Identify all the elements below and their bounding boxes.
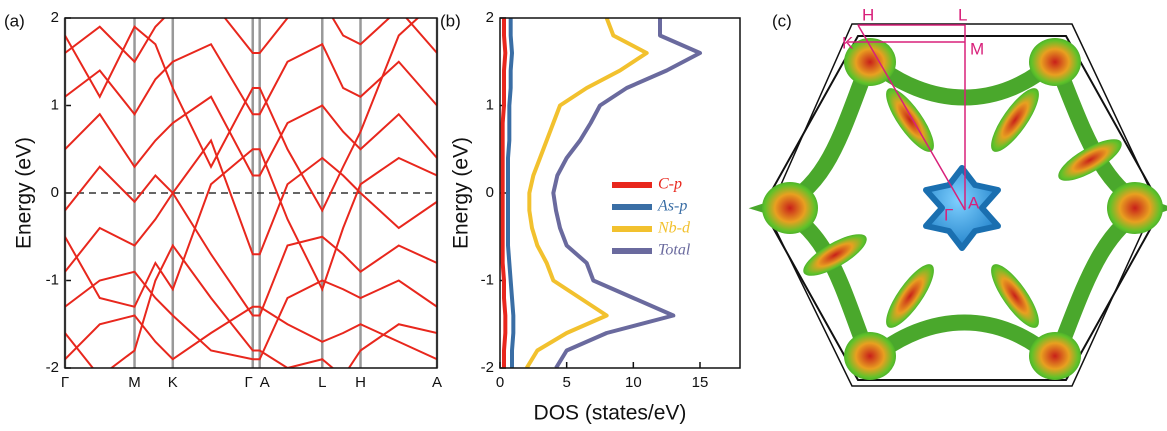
k-point-label: M xyxy=(970,39,984,58)
x-tick-label: L xyxy=(318,374,326,391)
y-tick-label: 1 xyxy=(486,96,494,113)
x-tick-label: Γ xyxy=(244,374,252,391)
y-tick-label: 2 xyxy=(486,9,494,26)
x-tick-label: A xyxy=(260,374,270,391)
band-line xyxy=(65,243,437,368)
k-point-label: Γ xyxy=(944,205,953,224)
band-line xyxy=(65,42,437,117)
plot-frame xyxy=(499,17,741,369)
k-path xyxy=(848,24,966,211)
band-line xyxy=(65,270,437,361)
y-tick-label: -2 xyxy=(481,359,494,376)
y-tick-label: -1 xyxy=(481,271,494,288)
k-point-label: A xyxy=(968,193,980,212)
band-line xyxy=(65,138,437,256)
band-line xyxy=(65,95,437,177)
fermi-surface: (c) H L K M Γ A xyxy=(748,5,1167,387)
x-axis-label: DOS (states/eV) xyxy=(534,402,687,425)
band-line xyxy=(65,148,437,308)
plot-frame xyxy=(64,17,438,369)
x-tick-label: 10 xyxy=(625,374,642,391)
plot-area xyxy=(65,18,437,368)
x-tick-label: K xyxy=(168,374,178,391)
band-line xyxy=(65,305,437,361)
y-tick-label: -2 xyxy=(46,359,59,376)
dos-line xyxy=(551,18,702,368)
dos-line xyxy=(524,18,649,368)
plot-area xyxy=(500,18,702,368)
k-point-label: L xyxy=(958,5,967,24)
x-tick-label: 5 xyxy=(562,374,570,391)
panel-label: (b) xyxy=(440,11,461,30)
y-tick-label: -1 xyxy=(46,271,59,288)
dos-line xyxy=(506,18,516,368)
x-tick-label: Γ xyxy=(61,374,69,391)
x-tick-label: H xyxy=(355,374,366,391)
band-line xyxy=(65,191,437,317)
y-tick-label: 0 xyxy=(51,184,59,201)
k-point-label: H xyxy=(862,5,874,24)
legend-label: Total xyxy=(658,242,691,259)
legend-label: Nb-d xyxy=(657,220,691,237)
y-tick-label: 0 xyxy=(486,184,494,201)
x-tick-label: A xyxy=(432,374,442,391)
legend-label: As-p xyxy=(657,198,687,215)
y-axis-label: Energy (eV) xyxy=(13,137,36,249)
band-line xyxy=(65,18,437,64)
y-tick-label: 1 xyxy=(51,96,59,113)
y-axis-label: Energy (eV) xyxy=(450,137,473,249)
x-tick-label: 15 xyxy=(692,374,709,391)
band-line xyxy=(65,18,420,213)
legend-label: C-p xyxy=(658,176,682,193)
x-tick-label: M xyxy=(128,374,141,391)
panel-label: (a) xyxy=(4,11,25,30)
x-tick-label: 0 xyxy=(496,374,504,391)
y-tick-label: 2 xyxy=(51,9,59,26)
panel-label: (c) xyxy=(772,11,792,30)
k-point-label: K xyxy=(842,33,854,52)
central-pocket xyxy=(923,165,1001,251)
dos-line xyxy=(500,18,508,368)
